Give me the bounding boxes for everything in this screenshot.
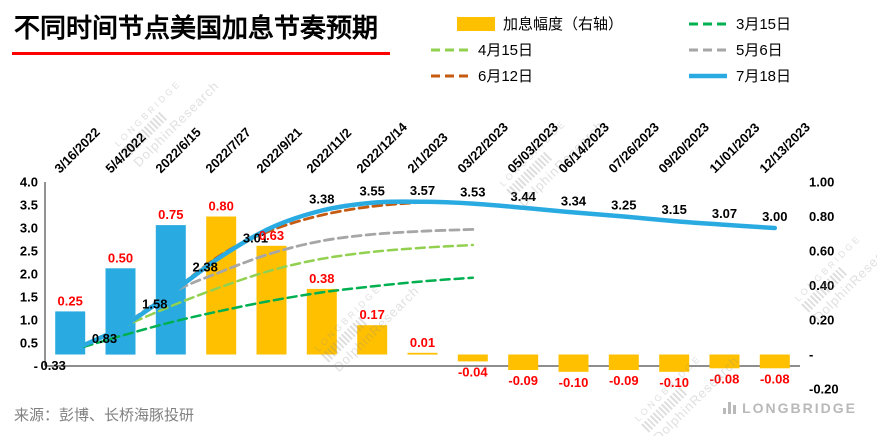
legend-swatch-line (431, 74, 469, 77)
bar (759, 354, 790, 369)
series-line (68, 276, 475, 353)
right-axis-tick-label: 0.20 (809, 313, 834, 328)
bar (608, 354, 639, 370)
bar (306, 288, 337, 355)
legend-label: 加息幅度（右轴） (503, 16, 624, 33)
legend-swatch-bar (457, 16, 495, 31)
series-line (119, 243, 475, 330)
bar-data-label: 0.38 (309, 271, 334, 286)
bar (105, 268, 136, 355)
bar-data-label: -0.08 (760, 371, 790, 386)
bar (155, 225, 186, 355)
right-axis-tick-label: 0.40 (809, 278, 834, 293)
left-axis-tick-label: 3.0 (20, 221, 38, 236)
bar-data-label: 0.01 (410, 335, 435, 350)
legend-item-jul18: 7月18日 (688, 65, 791, 86)
left-axis-tick-label: 1.5 (20, 290, 38, 305)
bar (659, 354, 690, 372)
left-axis-tick-label: 3.5 (20, 198, 38, 213)
bar-data-label: 0.25 (58, 293, 83, 308)
bar (508, 354, 539, 370)
series-line (67, 199, 778, 354)
bar (206, 216, 237, 355)
bar-data-label: -0.04 (458, 364, 488, 379)
line-data-label: 3.01 (243, 231, 268, 246)
line-data-label: 3.38 (309, 192, 334, 207)
bar (709, 354, 740, 369)
brand-logo: LONGBRIDGE (723, 400, 857, 416)
legend-swatch-line (689, 48, 727, 51)
right-axis-tick-label: - (809, 347, 813, 362)
line-data-label: 3.07 (712, 206, 737, 221)
line-data-label: 3.57 (410, 183, 435, 198)
legend-item-mar15: 3月15日 (688, 13, 791, 34)
line-data-label: 3.53 (460, 185, 485, 200)
line-data-label: 3.34 (561, 193, 587, 208)
left-axis-tick-label: - (34, 359, 38, 374)
brand-name: LONGBRIDGE (742, 400, 857, 416)
legend-label: 6月12日 (478, 68, 534, 85)
left-axis-tick-label: 2.0 (20, 267, 38, 282)
line-data-label: 3.00 (762, 209, 787, 224)
left-axis-tick-label: 0.5 (20, 336, 38, 351)
left-axis-tick-label: 1.0 (20, 313, 38, 328)
legend-swatch-line (689, 73, 727, 78)
legend-label: 5月6日 (736, 42, 783, 59)
chart-title-text: 不同时间节点美国加息节奏预期 (14, 13, 379, 43)
right-axis-tick-label: -0.20 (809, 382, 839, 397)
legend-swatch-line (689, 22, 727, 25)
line-data-label: 0.33 (41, 358, 66, 373)
legend-item-jun12: 6月12日 (430, 65, 533, 86)
bar-data-label: -0.09 (508, 373, 538, 388)
left-axis-tick-label: 4.0 (20, 175, 38, 190)
bar-data-label: -0.08 (710, 371, 740, 386)
legend-label: 7月18日 (736, 68, 792, 85)
line-data-label: 2.38 (193, 260, 218, 275)
bar (457, 354, 488, 362)
right-axis-tick-label: 0.80 (809, 209, 834, 224)
legend-swatch-line (431, 48, 469, 51)
bar-data-label: 0.50 (108, 250, 133, 265)
left-axis-tick-label: 2.5 (20, 244, 38, 259)
legend-item-may6: 5月6日 (688, 39, 783, 60)
page-title: 不同时间节点美国加息节奏预期 (12, 8, 391, 55)
line-data-label: 3.55 (360, 184, 385, 199)
line-data-label: 3.44 (511, 189, 537, 204)
source-note: 来源：彭博、长桥海豚投研 (14, 407, 195, 424)
bar (558, 354, 589, 372)
line-data-label: 3.15 (662, 202, 687, 217)
bar (407, 352, 438, 355)
line-data-label: 1.58 (142, 296, 167, 311)
bar-data-label: 0.75 (158, 207, 183, 222)
legend-item-hike-magnitude: 加息幅度（右轴） (457, 13, 623, 34)
bar-data-label: -0.10 (559, 375, 589, 390)
right-axis-tick-label: 1.00 (809, 175, 834, 190)
bar-data-label: 0.17 (360, 307, 385, 322)
signal-bars-icon (723, 402, 737, 416)
right-axis-tick-label: 0.60 (809, 244, 834, 259)
bar-data-label: 0.80 (209, 199, 234, 214)
bar (357, 325, 388, 355)
bar-data-label: -0.10 (659, 375, 689, 390)
bar (256, 245, 287, 355)
legend-label: 4月15日 (478, 42, 534, 59)
bar-data-label: -0.09 (609, 373, 639, 388)
bar-data-label: 0.63 (259, 228, 284, 243)
line-data-label: 0.83 (92, 331, 117, 346)
line-data-label: 3.25 (611, 198, 636, 213)
legend-item-apr15: 4月15日 (430, 39, 533, 60)
legend-label: 3月15日 (736, 16, 792, 33)
